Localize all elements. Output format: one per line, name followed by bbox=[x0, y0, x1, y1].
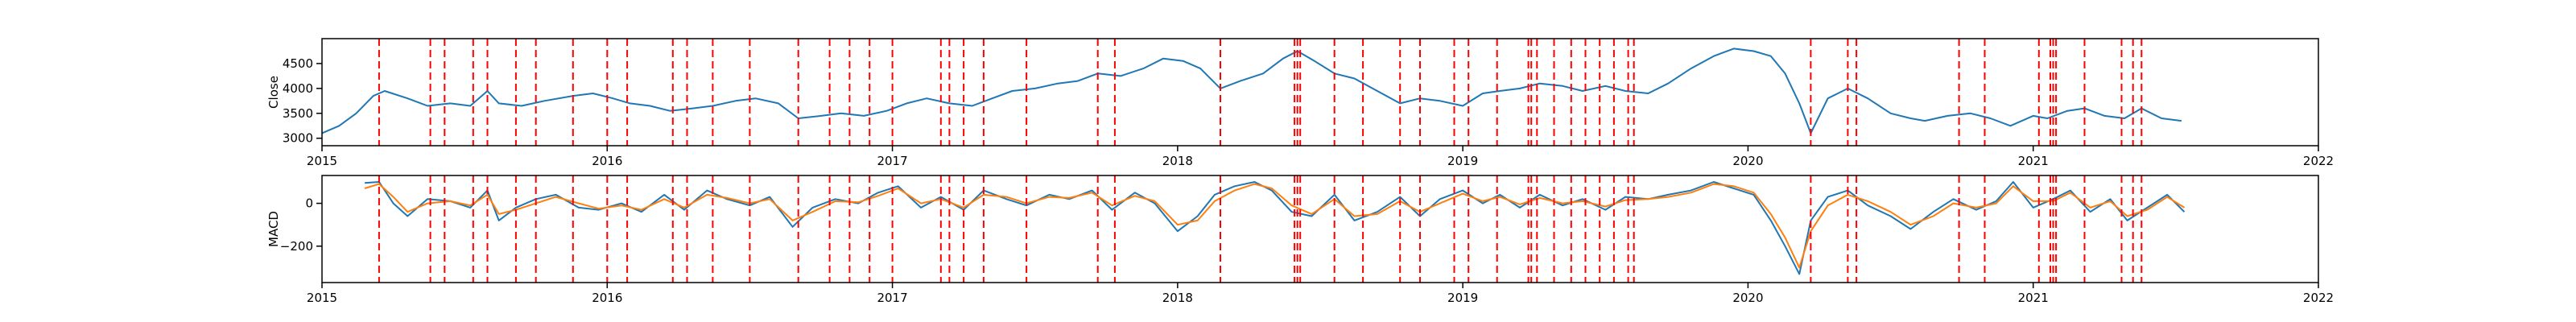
macd-y-tick-label: −200 bbox=[280, 239, 313, 254]
macd-x-tick-label: 2015 bbox=[307, 291, 337, 305]
close-x-tick-label: 2018 bbox=[1162, 154, 1193, 168]
close-y-axis-label: Close bbox=[266, 76, 281, 109]
close-series-line-1 bbox=[322, 47, 2182, 134]
macd-x-tick-label: 2020 bbox=[1732, 291, 1763, 305]
close-y-tick-label: 3500 bbox=[283, 106, 313, 121]
macd-plot-area bbox=[364, 175, 2186, 283]
close-x-tick-label: 2016 bbox=[592, 154, 622, 168]
macd-x-tick-label: 2016 bbox=[592, 291, 622, 305]
close-y-tick-label: 4000 bbox=[283, 81, 313, 96]
macd-x-tick-label: 2021 bbox=[2018, 291, 2049, 305]
close-x-tick-label: 2019 bbox=[1447, 154, 1478, 168]
close-y-tick-label: 4500 bbox=[283, 56, 313, 71]
close-x-tick-label: 2021 bbox=[2018, 154, 2049, 168]
close-y-tick-label: 3000 bbox=[283, 131, 313, 146]
macd-x-tick-label: 2019 bbox=[1447, 291, 1478, 305]
macd-panel: 2015 2016 2017 2018 2019 2020 2021 2022 −200 0 MAC… bbox=[266, 175, 2334, 305]
macd-y-tick-label: 0 bbox=[305, 196, 313, 211]
close-x-tick-label: 2020 bbox=[1732, 154, 1763, 168]
macd-x-tick-label: 2018 bbox=[1162, 291, 1193, 305]
close-plot-area bbox=[322, 39, 2182, 146]
close-x-tick-label: 2015 bbox=[307, 154, 337, 168]
close-x-tick-label: 2017 bbox=[877, 154, 907, 168]
macd-y-axis-label: MACD bbox=[266, 211, 281, 247]
macd-x-tick-label: 2022 bbox=[2303, 291, 2334, 305]
macd-x-tick-label: 2017 bbox=[877, 291, 907, 305]
macd-series-line-1 bbox=[365, 181, 2186, 275]
close-axes-frame bbox=[321, 38, 2319, 147]
close-panel: 2015 2016 2017 2018 2019 2020 2021 2022 3000 3500… bbox=[266, 38, 2334, 168]
close-x-tick-label: 2022 bbox=[2303, 154, 2334, 168]
macd-series-line-2 bbox=[364, 183, 2186, 269]
macd-axes-frame bbox=[321, 175, 2319, 283]
chart-panels: 2015 2016 2017 2018 2019 2020 2021 2022 3000 3500… bbox=[266, 38, 2334, 305]
